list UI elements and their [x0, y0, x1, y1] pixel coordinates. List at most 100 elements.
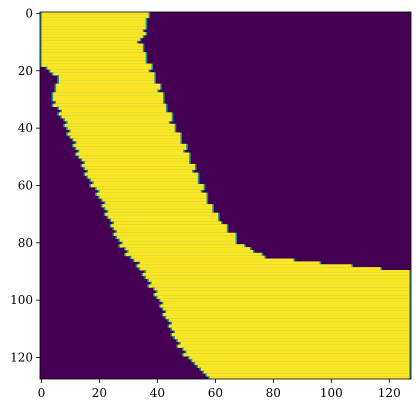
mask-row — [186, 350, 410, 354]
mask-row — [56, 100, 164, 105]
mask-row — [128, 249, 253, 254]
mask-row — [154, 287, 410, 291]
mask-row — [56, 86, 161, 90]
mask-row — [172, 321, 410, 325]
x-axis: 0 20 40 60 80 100 120 — [38, 379, 401, 400]
mask-row — [163, 307, 410, 311]
mask-row — [64, 118, 172, 122]
mask-row — [41, 17, 146, 22]
mask-row — [53, 98, 164, 102]
y-tick-label: 80 — [18, 236, 33, 250]
mask-row — [151, 281, 410, 285]
mask-row — [172, 333, 410, 337]
mask-row — [58, 80, 155, 85]
mask-row — [41, 29, 143, 33]
mask-row — [203, 370, 410, 374]
mask-row — [125, 252, 262, 257]
mask-row — [169, 318, 410, 323]
mask-row — [183, 353, 410, 357]
mask-row — [90, 184, 204, 188]
mask-row — [41, 63, 152, 67]
mask-row — [177, 344, 410, 348]
mask-row — [85, 161, 190, 165]
mask-row — [209, 376, 410, 380]
mask-row — [41, 20, 146, 24]
y-tick-label: 60 — [18, 178, 33, 192]
x-tick-label: 100 — [320, 386, 343, 400]
mask-row — [67, 132, 181, 136]
mask-row — [174, 335, 410, 340]
mask-row — [41, 49, 143, 53]
mask-row — [143, 272, 410, 277]
mask-row — [145, 275, 410, 280]
mask-row — [50, 69, 149, 73]
mask-row — [172, 327, 410, 331]
y-axis: 0 20 40 60 80 100 120 — [10, 6, 40, 364]
mask-row — [125, 247, 250, 251]
mask-row — [122, 241, 236, 245]
mask-row — [180, 341, 410, 345]
x-tick-label: 40 — [150, 386, 165, 400]
mask-row — [154, 292, 410, 297]
mask-row — [198, 364, 410, 368]
plot-area — [40, 12, 411, 380]
mask-row — [105, 212, 219, 216]
x-tick-label: 120 — [378, 386, 401, 400]
x-tick-label: 60 — [208, 386, 223, 400]
mask-row — [41, 40, 137, 44]
mask-row — [206, 373, 410, 377]
mask-row — [56, 83, 161, 87]
mask-row — [41, 32, 146, 36]
mask-row — [140, 261, 320, 265]
mask-row — [148, 278, 410, 282]
y-tick-label: 40 — [18, 121, 33, 135]
mask-row — [163, 313, 410, 317]
mask-row — [41, 26, 146, 30]
mask-row — [157, 295, 410, 300]
mask-row — [163, 301, 410, 305]
mask-row — [169, 324, 410, 328]
mask-row — [99, 195, 207, 199]
y-tick-label: 20 — [18, 64, 33, 78]
mask-row — [58, 77, 155, 82]
mask-row — [111, 218, 219, 222]
mask-row — [140, 267, 381, 271]
mask-row — [41, 55, 146, 59]
mask-row — [90, 178, 198, 182]
mask-row — [76, 146, 187, 151]
y-tick-label: 100 — [10, 293, 33, 307]
y-tick-label: 0 — [25, 6, 33, 20]
mask-row — [67, 120, 169, 125]
mask-row — [114, 227, 227, 231]
mask-row — [195, 361, 410, 366]
mask-row — [166, 315, 410, 320]
mask-row — [82, 158, 190, 162]
mask-row — [41, 43, 143, 47]
mask-row — [82, 163, 195, 168]
mask-row — [119, 238, 236, 242]
y-tick-label: 120 — [10, 350, 33, 364]
mask-row — [79, 155, 190, 159]
mask-row — [177, 338, 410, 343]
mask-row — [41, 52, 146, 56]
mask-row — [105, 206, 213, 211]
mask-row — [85, 166, 195, 171]
mask-row — [85, 172, 198, 176]
x-tick-label: 0 — [38, 386, 46, 400]
plot-frame — [39, 11, 412, 380]
mask-row — [116, 229, 227, 234]
mask-row — [87, 175, 198, 179]
mask-row — [73, 138, 181, 142]
mask-row — [41, 60, 146, 65]
mask-row — [53, 95, 164, 99]
mask-row — [41, 34, 143, 39]
mask-row — [61, 109, 166, 113]
mask-row — [102, 198, 207, 202]
mask-row — [93, 181, 198, 185]
x-tick-label: 80 — [266, 386, 281, 400]
mask-row — [189, 356, 410, 360]
mask-row — [192, 358, 410, 363]
mask-row — [119, 244, 245, 248]
mask-row — [58, 75, 155, 79]
mask-row — [53, 92, 164, 96]
